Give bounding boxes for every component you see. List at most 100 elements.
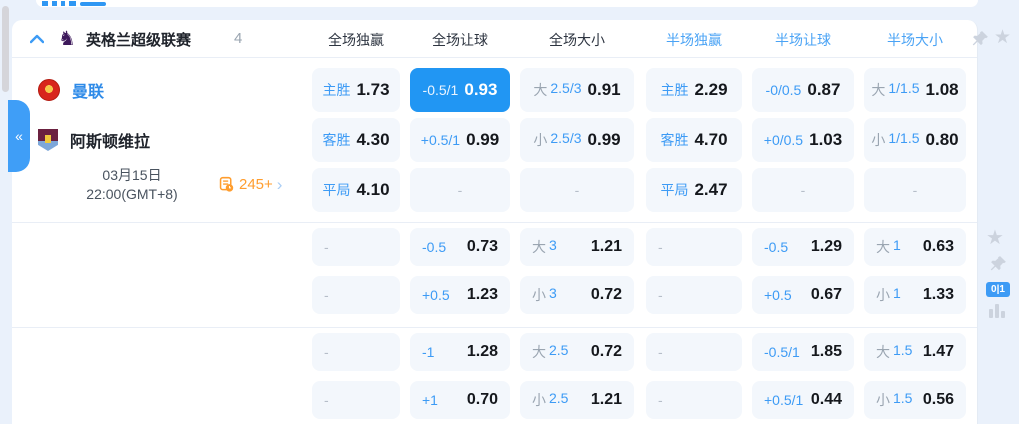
odds-cell-overunder[interactable]: 小 1 1.33 — [864, 276, 966, 314]
odds-value: 1.47 — [922, 343, 954, 360]
stats-bars-icon[interactable] — [989, 304, 1007, 318]
odds-cell-overunder[interactable]: 小 1/1.5 0.80 — [864, 118, 966, 162]
odds-cell-win[interactable]: 客胜 4.70 — [646, 118, 742, 162]
odds-value: 4.70 — [694, 130, 728, 149]
odds-value: 1.23 — [466, 286, 498, 303]
chevron-up-icon[interactable] — [30, 32, 44, 46]
odds-value: 1.29 — [810, 238, 842, 255]
ou-side: 小 — [532, 392, 546, 408]
odds-value: 0.91 — [587, 80, 621, 99]
ou-line: 3 — [549, 237, 557, 253]
odds-cell-empty: - — [312, 381, 400, 419]
column-header-half-overunder: 半场大小 — [887, 32, 943, 48]
odds-cell-overunder[interactable]: 小 2.5 1.21 — [520, 381, 634, 419]
column-header-full-overunder: 全场大小 — [549, 32, 605, 48]
row-separator — [12, 222, 977, 223]
odds-cell-handicap[interactable]: -0.5/1 0.93 — [410, 68, 510, 112]
vertical-scrollbar-thumb[interactable] — [2, 6, 9, 92]
ou-line: 2.5/3 — [550, 130, 582, 146]
odds-cell-overunder[interactable]: 小 3 0.72 — [520, 276, 634, 314]
selection-label: 主胜 — [660, 82, 689, 98]
ou-line: 1/1.5 — [888, 80, 920, 96]
odds-cell-handicap[interactable]: -1 1.28 — [410, 333, 510, 371]
odds-cell-win[interactable]: 主胜 2.29 — [646, 68, 742, 112]
clipped-top-strip — [36, 0, 978, 7]
match-date: 03月15日 — [102, 167, 162, 183]
odds-cell-overunder[interactable]: 大 3 1.21 — [520, 228, 634, 266]
odds-cell-empty: - — [864, 168, 966, 212]
selection-label: +0.5/1 — [764, 392, 804, 408]
odds-value: 4.30 — [356, 130, 390, 149]
ou-side: 大 — [876, 239, 890, 255]
odds-cell-handicap[interactable]: -0.5 1.29 — [752, 228, 854, 266]
odds-value: 0.80 — [925, 130, 959, 149]
odds-cell-win[interactable]: 平局 4.10 — [312, 168, 400, 212]
odds-cell-handicap[interactable]: +1 0.70 — [410, 381, 510, 419]
odds-cell-overunder[interactable]: 小 2.5/3 0.99 — [520, 118, 634, 162]
ou-side: 大 — [533, 82, 548, 98]
empty-dash: - — [324, 287, 329, 303]
selection-label: 平局 — [322, 182, 351, 198]
empty-dash: - — [658, 287, 663, 303]
ou-line: 2.5/3 — [550, 80, 582, 96]
odds-cell-overunder[interactable]: 大 1 0.63 — [864, 228, 966, 266]
odds-value: 4.10 — [356, 180, 390, 199]
ou-line: 1.5 — [893, 390, 913, 406]
overunder-label: 大 1/1.5 — [871, 80, 919, 100]
empty-dash: - — [800, 182, 806, 198]
odds-cell-handicap[interactable]: +0.5/1 0.44 — [752, 381, 854, 419]
odds-cell-empty: - — [312, 333, 400, 371]
header-favorite-star-icon[interactable]: ★ — [994, 27, 1012, 48]
odds-value: 1.33 — [922, 286, 954, 303]
odds-cell-handicap[interactable]: -0.5 0.73 — [410, 228, 510, 266]
match-datetime: 03月15日 22:00(GMT+8) — [52, 166, 212, 204]
home-team-row[interactable]: 曼联 — [38, 68, 104, 112]
away-team-row[interactable]: 阿斯顿维拉 — [38, 118, 150, 162]
corner-score-badge[interactable]: 0|1 — [986, 282, 1010, 297]
selection-label: -0.5 — [764, 239, 789, 255]
odds-cell-overunder[interactable]: 大 2.5/3 0.91 — [520, 68, 634, 112]
more-markets-link[interactable]: 245+ › — [218, 176, 282, 193]
man-utd-crest-icon — [38, 79, 60, 101]
odds-cell-overunder[interactable]: 大 1/1.5 1.08 — [864, 68, 966, 112]
odds-cell-win[interactable]: 主胜 1.73 — [312, 68, 400, 112]
odds-value: 0.73 — [466, 238, 498, 255]
collapse-sidebar-tab[interactable]: « — [8, 100, 30, 172]
odds-value: 1.21 — [590, 238, 622, 255]
empty-dash: - — [658, 392, 663, 408]
selection-label: +0/0.5 — [763, 132, 804, 148]
clipped-text-fragment — [69, 1, 76, 6]
odds-cell-overunder[interactable]: 大 2.5 0.72 — [520, 333, 634, 371]
league-name: 英格兰超级联赛 — [86, 32, 192, 49]
empty-dash: - — [457, 182, 463, 198]
selection-label: +0.5 — [422, 287, 450, 303]
match-favorite-star-icon[interactable]: ★ — [986, 227, 1004, 249]
match-pin-icon[interactable] — [988, 254, 1008, 274]
overunder-label: 大 2.5 — [532, 342, 568, 362]
header-pin-icon[interactable] — [970, 29, 990, 49]
odds-cell-empty: - — [410, 168, 510, 212]
odds-cell-handicap[interactable]: +0/0.5 1.03 — [752, 118, 854, 162]
ou-side: 小 — [876, 287, 890, 303]
ou-side: 大 — [532, 239, 546, 255]
empty-dash: - — [658, 344, 663, 360]
row-separator — [12, 327, 977, 328]
odds-cell-empty: - — [646, 276, 742, 314]
odds-value: 1.85 — [810, 343, 842, 360]
odds-cell-handicap[interactable]: +0.5 1.23 — [410, 276, 510, 314]
odds-cell-handicap[interactable]: +0.5 0.67 — [752, 276, 854, 314]
ou-line: 1 — [893, 285, 901, 301]
overunder-label: 小 2.5 — [532, 390, 568, 410]
column-header-full-handicap: 全场让球 — [432, 32, 488, 48]
home-team-name: 曼联 — [72, 84, 105, 101]
odds-cell-win[interactable]: 客胜 4.30 — [312, 118, 400, 162]
ou-side: 大 — [871, 82, 886, 98]
odds-cell-overunder[interactable]: 大 1.5 1.47 — [864, 333, 966, 371]
odds-cell-overunder[interactable]: 小 1.5 0.56 — [864, 381, 966, 419]
odds-cell-handicap[interactable]: +0.5/1 0.99 — [410, 118, 510, 162]
odds-cell-handicap[interactable]: -0/0.5 0.87 — [752, 68, 854, 112]
empty-dash: - — [912, 182, 918, 198]
odds-cell-handicap[interactable]: -0.5/1 1.85 — [752, 333, 854, 371]
odds-cell-win[interactable]: 平局 2.47 — [646, 168, 742, 212]
